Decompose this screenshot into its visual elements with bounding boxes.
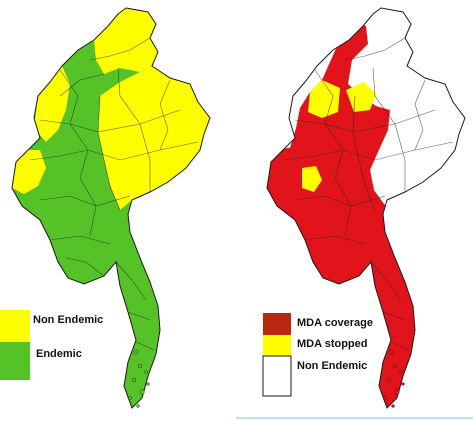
legend-label-mda-stopped: MDA stopped (297, 338, 367, 350)
left-legend: Non Endemic Endemic (0, 310, 103, 380)
legend-label-mda-coverage: MDA coverage (297, 317, 373, 329)
non-endemic-west (12, 150, 46, 194)
non-endemic-northwest (34, 66, 70, 142)
right-islands (383, 349, 405, 408)
right-legend: MDA coverage MDA stopped Non Endemic (262, 313, 373, 397)
legend-swatch-mda-coverage (263, 313, 291, 335)
non-endemic-north (94, 8, 158, 74)
legend-swatch-non-endemic (262, 355, 292, 397)
mda-stopped-center (302, 166, 322, 192)
legend-swatch-endemic (0, 342, 30, 380)
legend-swatch-mda-stopped (263, 335, 291, 356)
left-district-borders (29, 37, 199, 351)
mda-stopped-north (308, 80, 340, 118)
legend-label-non-endemic: Non Endemic (297, 360, 367, 372)
right-district-borders (284, 37, 454, 351)
mda-stopped-northeast (346, 82, 376, 112)
non-endemic-east (98, 66, 210, 210)
legend-swatch-non-endemic (0, 310, 30, 342)
left-islands (128, 349, 150, 408)
legend-label-non-endemic: Non Endemic (33, 314, 103, 326)
legend-label-endemic: Endemic (36, 348, 82, 360)
